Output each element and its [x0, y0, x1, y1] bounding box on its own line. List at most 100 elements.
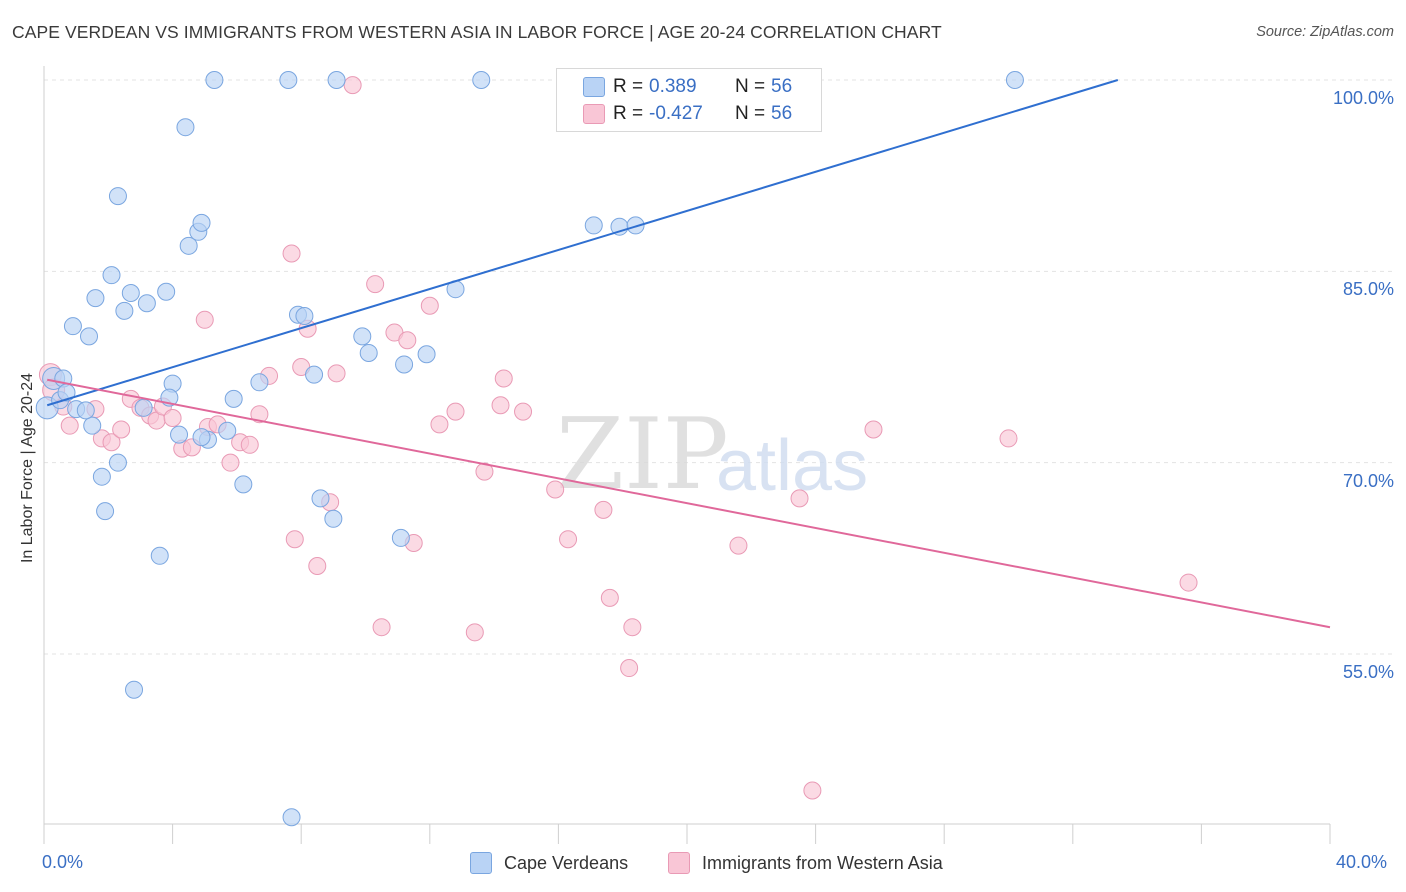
- cape-verdeans-point-12: [121, 284, 140, 303]
- cape-verdeans-point-50: [391, 528, 410, 547]
- cape-verdeans-point-49: [324, 509, 343, 528]
- cape-verdeans-point-13: [137, 294, 156, 313]
- legend-r-label: R =: [613, 76, 644, 97]
- legend-row-blue: R = 0.389 N = 56: [557, 74, 821, 100]
- cape-verdeans-point-53: [282, 808, 301, 827]
- cape-verdeans-point-8: [80, 327, 99, 346]
- immigrants-point-32: [366, 275, 385, 294]
- cape-verdeans-point-23: [472, 71, 491, 89]
- cape-verdeans-point-21: [279, 71, 298, 89]
- legend-item-cape-verdeans[interactable]: Cape Verdeans: [470, 852, 628, 874]
- immigrants-point-45: [546, 480, 565, 499]
- y-tick-label-2: 70.0%: [1342, 470, 1394, 491]
- cape-verdeans-point-9: [86, 289, 105, 308]
- immigrants-point-53: [803, 781, 822, 800]
- cape-verdeans-point-40: [134, 398, 153, 417]
- immigrants-point-42: [491, 396, 510, 415]
- legend-r-label: R =: [613, 103, 644, 124]
- immigrants-point-38: [430, 415, 449, 434]
- cape-verdeans-point-43: [218, 421, 237, 440]
- legend-n-value: 56: [771, 76, 793, 97]
- cape-verdeans-point-27: [626, 216, 645, 235]
- immigrants-point-7: [112, 420, 131, 439]
- immigrants-point-30: [327, 364, 346, 383]
- cape-verdeans-point-7: [63, 317, 82, 336]
- cape-verdeans-point-11: [115, 301, 134, 320]
- immigrants-point-33: [372, 618, 391, 637]
- cape-verdeans-point-48: [311, 489, 330, 508]
- cape-verdeans-point-55: [76, 401, 95, 420]
- cape-verdeans-point-30: [295, 306, 314, 325]
- chart-title: CAPE VERDEAN VS IMMIGRANTS FROM WESTERN …: [12, 22, 942, 42]
- cape-verdeans-point-19: [205, 71, 224, 89]
- cape-verdeans-point-24: [1005, 71, 1024, 89]
- immigrants-point-46: [559, 530, 578, 549]
- series-immigrants-points: [38, 76, 1198, 800]
- legend-swatch-blue: [470, 852, 492, 874]
- cape-verdeans-point-32: [359, 343, 378, 362]
- immigrants-point-48: [600, 588, 619, 607]
- immigrants-point-56: [1179, 573, 1198, 592]
- legend-swatch-blue: [583, 77, 605, 97]
- cape-verdeans-point-44: [108, 453, 127, 472]
- cape-verdeans-point-47: [96, 502, 115, 521]
- cape-verdeans-point-16: [179, 236, 198, 255]
- legend-swatch-pink: [583, 104, 605, 124]
- immigrants-point-51: [729, 536, 748, 555]
- cape-verdeans-point-20: [108, 187, 127, 206]
- cape-verdeans-point-10: [102, 266, 121, 285]
- cape-verdeans-point-41: [170, 425, 189, 444]
- immigrants-point-20: [240, 435, 259, 454]
- y-tick-label-0: 100.0%: [1332, 88, 1394, 108]
- immigrants-point-24: [195, 310, 214, 329]
- cape-verdeans-point-52: [125, 680, 144, 699]
- x-axis-max-label: 40.0%: [1336, 852, 1388, 872]
- cape-verdeans-point-18: [192, 213, 211, 232]
- cape-verdeans-point-25: [584, 216, 603, 235]
- cape-verdeans-point-22: [327, 71, 346, 89]
- immigrants-point-54: [864, 420, 883, 439]
- cape-verdeans-point-31: [353, 327, 372, 346]
- watermark: ZIP atlas: [556, 398, 868, 512]
- immigrants-point-55: [999, 429, 1018, 448]
- legend-n-label: N =: [735, 76, 766, 97]
- immigrants-point-21: [250, 405, 269, 424]
- cape-verdeans-point-36: [250, 373, 269, 392]
- immigrants-point-31: [343, 76, 362, 95]
- cape-verdeans-point-51: [150, 546, 169, 565]
- legend-swatch-pink: [668, 852, 690, 874]
- immigrants-point-47: [594, 500, 613, 519]
- series-cape-verdeans-points: [35, 71, 1024, 827]
- cape-verdeans-point-15: [176, 118, 195, 137]
- axes: [43, 66, 1331, 844]
- cape-verdeans-point-14: [157, 282, 176, 301]
- immigrants-point-39: [446, 402, 465, 421]
- cape-verdeans-point-46: [234, 475, 253, 494]
- immigrants-point-18: [221, 453, 240, 472]
- legend-label-cape-verdeans: Cape Verdeans: [504, 852, 629, 873]
- immigrants-point-25: [285, 530, 304, 549]
- immigrants-point-35: [398, 331, 417, 350]
- legend-item-immigrants[interactable]: Immigrants from Western Asia: [668, 852, 943, 874]
- trend-line-immigrants: [47, 378, 1331, 629]
- cape-verdeans-point-38: [224, 389, 243, 408]
- y-tick-label-3: 55.0%: [1342, 662, 1394, 682]
- legend-row-pink: R = -0.427 N = 56: [557, 101, 821, 127]
- cape-verdeans-point-34: [417, 345, 436, 364]
- immigrants-point-50: [620, 659, 639, 678]
- cape-verdeans-point-45: [92, 467, 111, 486]
- immigrants-point-40: [465, 623, 484, 642]
- immigrants-point-52: [790, 489, 809, 508]
- correlation-legend: R = 0.389 N = 56 R = -0.427 N = 56: [556, 68, 822, 132]
- immigrants-point-3: [60, 416, 79, 435]
- watermark-atlas: atlas: [716, 426, 868, 506]
- immigrants-point-28: [308, 556, 327, 575]
- watermark-zip: ZIP: [556, 398, 729, 512]
- immigrants-point-44: [514, 402, 533, 421]
- immigrants-point-37: [420, 296, 439, 315]
- grid-lines: [44, 79, 1396, 655]
- y-tick-label-1: 85.0%: [1342, 279, 1394, 300]
- legend-r-value: -0.427: [649, 103, 703, 124]
- cape-verdeans-point-54: [192, 428, 211, 447]
